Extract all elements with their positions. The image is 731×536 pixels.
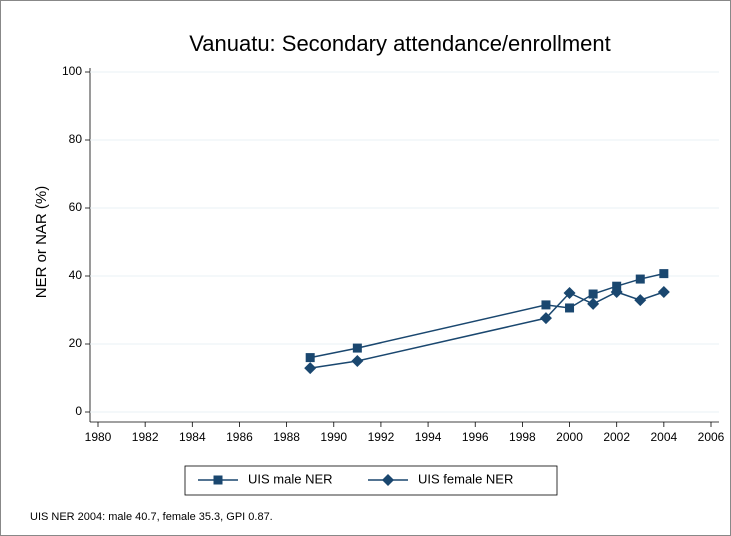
marker — [213, 475, 223, 485]
marker — [304, 362, 317, 375]
y-axis-label: NER or NAR (%) — [33, 186, 50, 299]
marker — [563, 287, 576, 299]
marker — [382, 474, 394, 486]
marker — [587, 297, 600, 310]
marker — [610, 285, 623, 298]
x-tick-label: 2002 — [603, 430, 630, 444]
marker — [352, 343, 362, 353]
x-tick-label: 1990 — [320, 430, 347, 444]
x-tick-label: 1988 — [273, 430, 300, 444]
x-tick-label: 1986 — [226, 430, 253, 444]
x-tick-label: 1980 — [85, 430, 112, 444]
marker — [659, 269, 669, 279]
x-tick-label: 1996 — [462, 430, 489, 444]
note: UIS NER 2004: male 40.7, female 35.3, GP… — [30, 511, 273, 523]
marker — [565, 303, 575, 313]
x-tick-label: 2000 — [556, 430, 583, 444]
y-tick-label: 40 — [69, 268, 83, 282]
marker — [539, 312, 552, 325]
x-tick-label: 1984 — [179, 430, 206, 444]
y-tick-label: 60 — [69, 200, 83, 214]
marker — [657, 285, 670, 298]
marker — [305, 353, 315, 363]
y-tick-label: 100 — [62, 64, 82, 78]
marker — [588, 289, 598, 299]
x-tick-label: 2006 — [698, 430, 725, 444]
y-tick-label: 20 — [69, 336, 83, 350]
legend-label: UIS female NER — [418, 471, 513, 486]
marker — [634, 294, 647, 307]
legend-label: UIS male NER — [248, 471, 333, 486]
y-tick-label: 0 — [75, 404, 82, 418]
x-tick-label: 1982 — [132, 430, 159, 444]
x-tick-label: 1992 — [368, 430, 395, 444]
marker — [635, 274, 645, 284]
x-tick-label: 1998 — [509, 430, 536, 444]
marker — [351, 355, 364, 367]
chart-title: Vanuatu: Secondary attendance/enrollment — [189, 31, 611, 56]
x-tick-label: 2004 — [650, 430, 677, 444]
marker — [541, 300, 551, 310]
y-tick-label: 80 — [69, 132, 83, 146]
x-tick-label: 1994 — [415, 430, 442, 444]
